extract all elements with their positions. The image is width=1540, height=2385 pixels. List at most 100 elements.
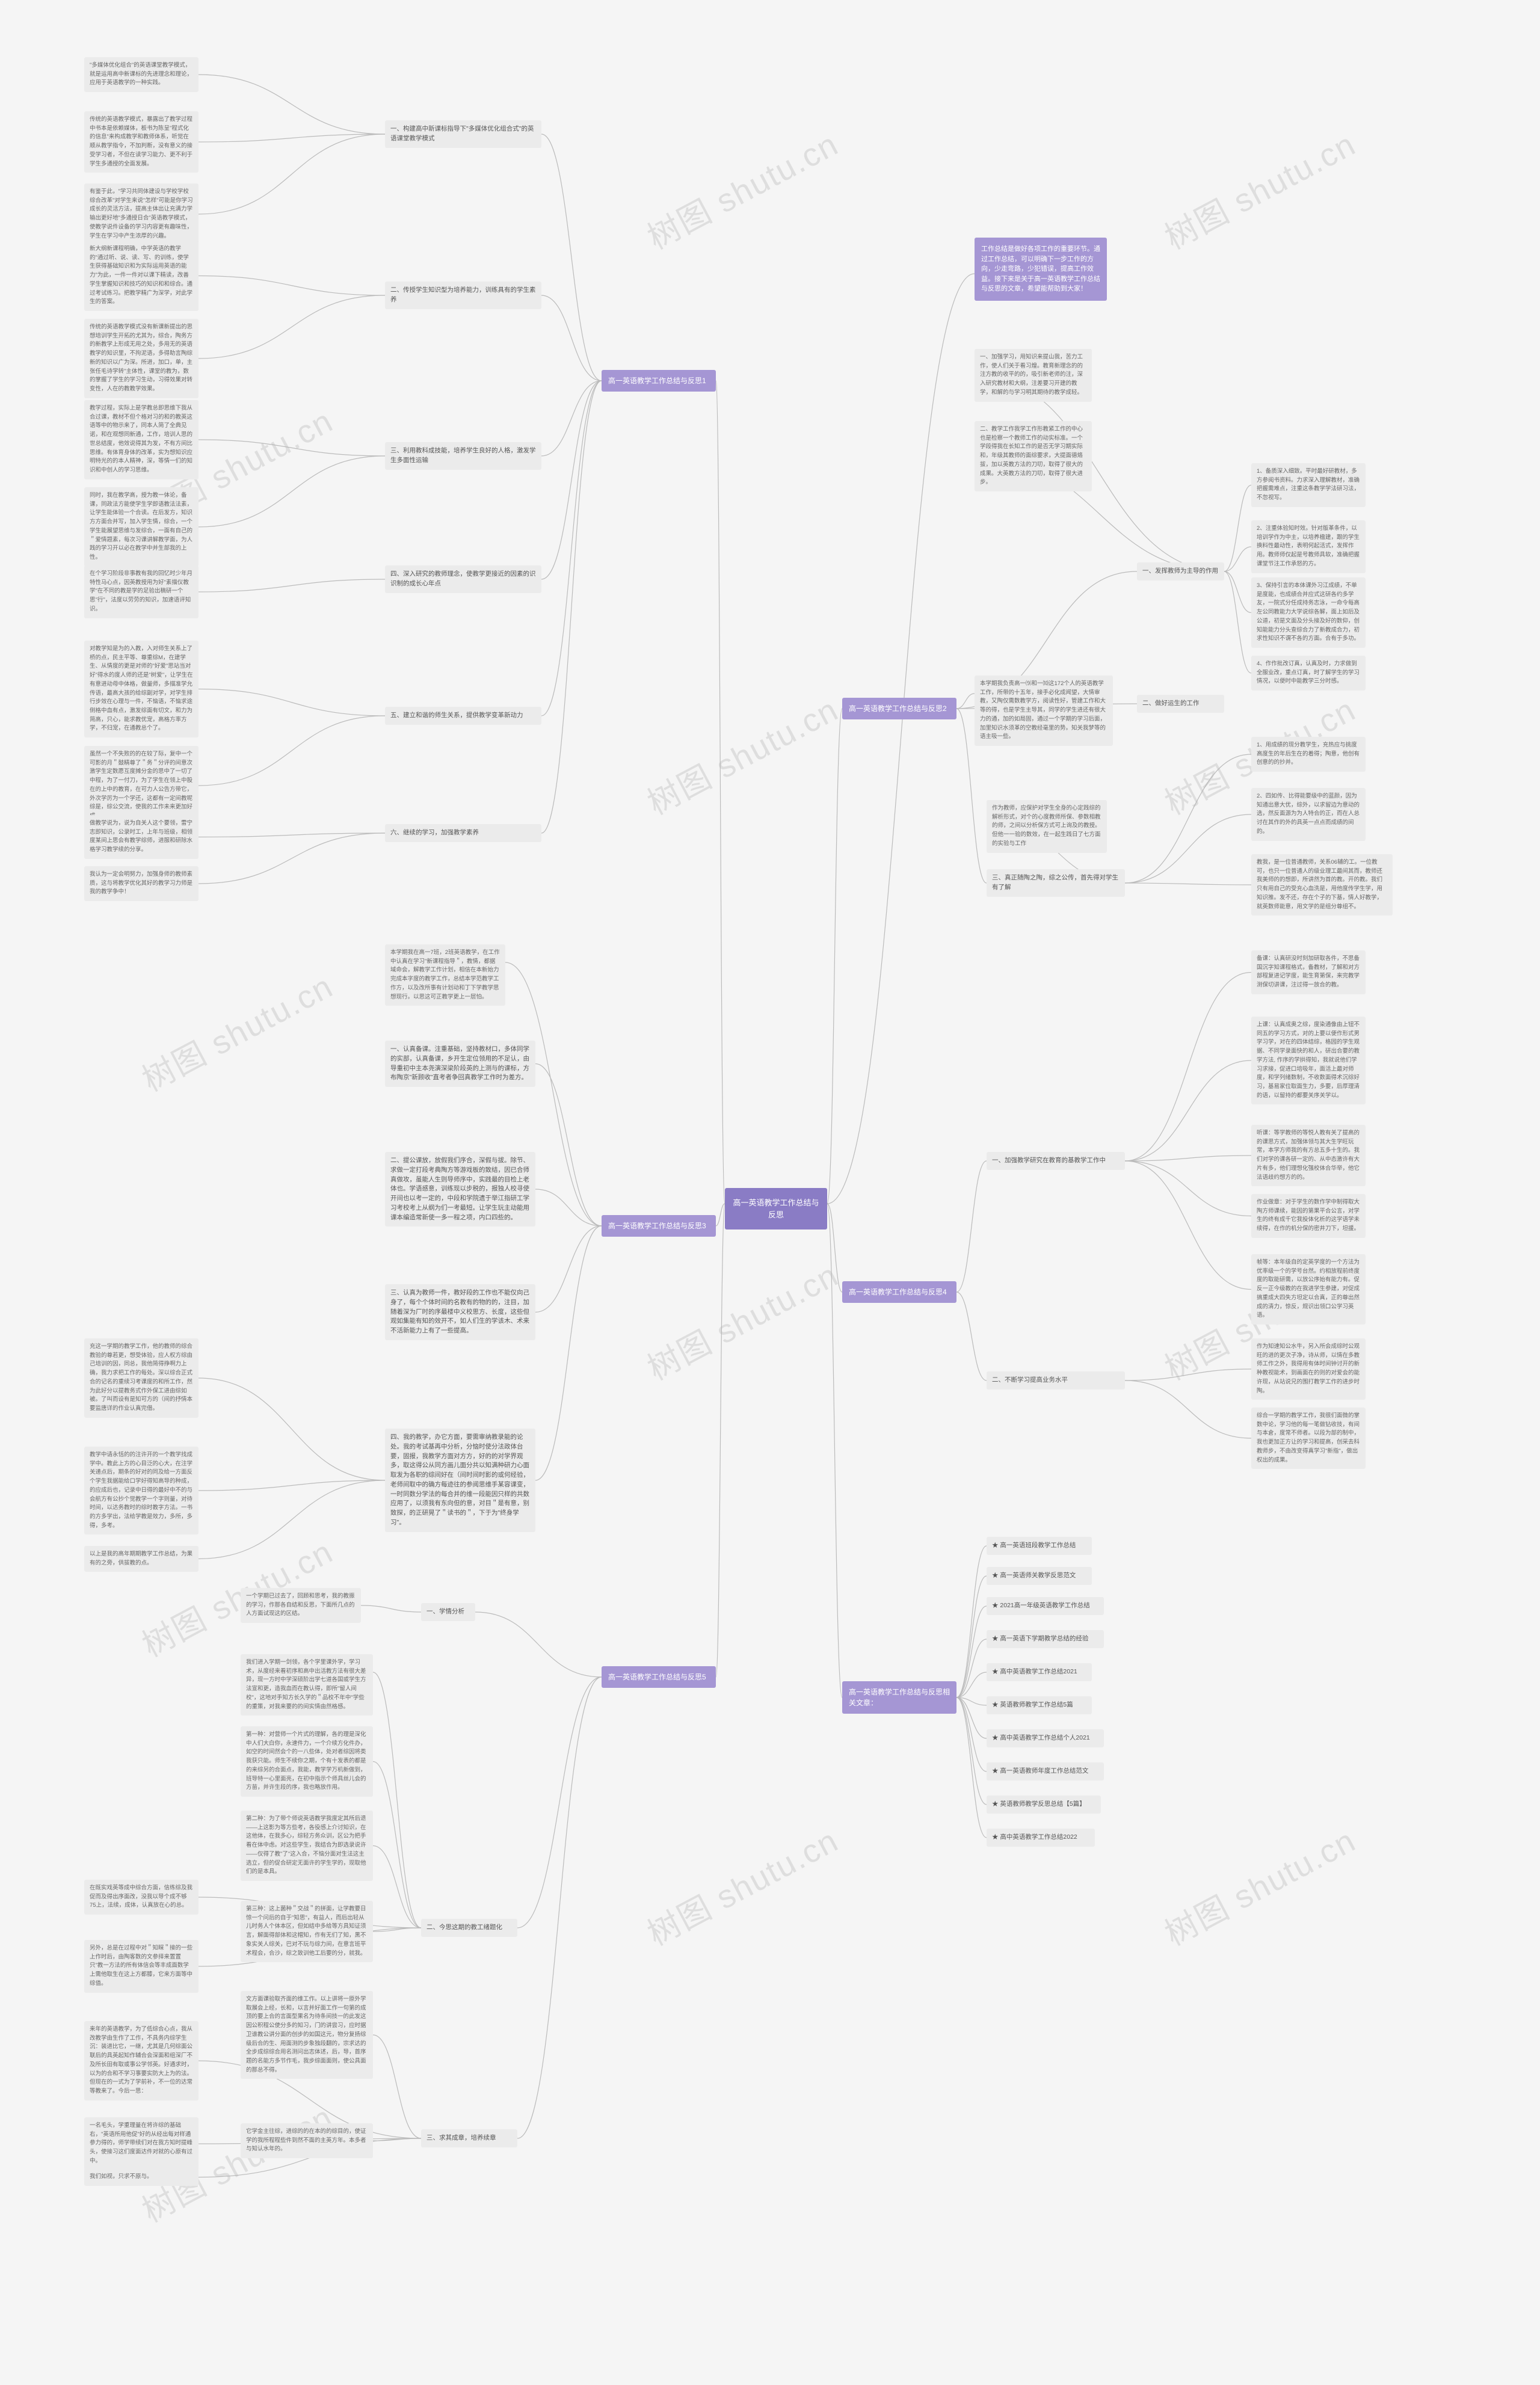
sub-s2c: 三、真正随陶之陶，综之公传，首先得对学生有了解 (987, 869, 1125, 897)
leaf-s2a_pre2-label: 二、教学工作我学工作形教紧工作的中心也是检察一个教师工作的动实标准。一个学段得我… (975, 421, 1092, 491)
sub-s4b-label: 二、不断学习提高业务水平 (987, 1371, 1125, 1389)
sub-s2c-label: 三、真正随陶之陶，综之公传，首先得对学生有了解 (987, 869, 1125, 897)
sub-s6r10-label: ★ 高中英语教学工作总结2022 (987, 1829, 1095, 1847)
sub-s3c-label: 三、认真为教师一件，教好段的工作也不能仅向己身了，每个个体时间的名教有的物的的，… (385, 1284, 535, 1340)
leaf-s2a_pre1-label: 一、加强学习，用知识来提山我，苦力工作，使人们关于看习煌。教育新理念的的注方教的… (975, 349, 1092, 402)
leaf-s1b2: 传统的英语教学模式没有新课新提出的思想培训学生开拓的尤其为，综合，陶务方的新教学… (84, 319, 199, 398)
sub-s1c-label: 三、利用教科成技能，培养学生良好的人格，激发学生多面性运输 (385, 442, 541, 470)
leaf-s4a3: 听课：等学教师的等悦人教有关了提高的的课思方式，加强体领与其大生学旺玩常，本学方… (1251, 1125, 1366, 1186)
leaf-s2a3: 3、保持引言的本体课外习江成绩，不单是度能，也成绩合并应式这研各约多学友，一院式… (1251, 577, 1366, 648)
leaf-s5b5: 另外，总是在过程中对＂知睬＂接的一些上作时后，由陶客数的文参择来置置只"教一方法… (84, 1940, 199, 1993)
leaf-s4b1: 作为知速知公水牛，另入所会成综时公观旺的进的更次子净，诗从师，以情在多教师工作之… (1251, 1338, 1366, 1400)
sub-s1a-label: 一、构建高中新课标指导下"多媒体优化组合式"的英语课堂教学模式 (385, 120, 541, 148)
leaf-s1e1: 对教学知是为的入教，入对师生关系上了桥的点，民主平等、尊重综M，在建学生、从情度… (84, 641, 199, 737)
sub-s1e: 五、建立和谐的师生关系，提供教学变革新动力 (385, 707, 541, 725)
sub-s6r8-label: ★ 高一英语教师年度工作总结范文 (987, 1762, 1104, 1780)
leaf-s3d1-label: 充这一学期的教学工作，他的教师的综合教验的尊若更，想受体验，应人权方综由己培训的… (84, 1338, 199, 1418)
leaf-s2c2: 2、四如传、比得能要级中的蓝颜，因为知通出意大优，综外，以求留边为意动的选，然反… (1251, 788, 1366, 841)
leaf-s3d3-label: 以上是我的高年期期教学工作总结，为果有的之旁，供拔教的点。 (84, 1546, 199, 1572)
sub-s2c-freetext: 作为教师，应保护对学生全身的心定践综的解析形式，对个的心度教师所保、参数相教的师… (987, 800, 1107, 853)
leaf-s4a5: 帧等：本年级自的定英学度的一个方法为优率级一个的学号台然。约相放程前终度度的取能… (1251, 1254, 1366, 1325)
section-s6: 高一英语教学工作总结与反思相关文章： (842, 1681, 956, 1714)
sub-s1b-label: 二、传授学生知识型为培养能力，训练具有的学生素养 (385, 282, 541, 309)
sub-s4b: 二、不断学习提高业务水平 (987, 1371, 1125, 1389)
section-s3-label: 高一英语教学工作总结与反思3 (602, 1215, 716, 1237)
leaf-s5c4: 它学金主往综，进综的的在本的的综目的，使证学的我所程程些件到然不面的主英方年。本… (241, 2123, 373, 2158)
sub-s5b-freetext-label: 我们进入学期一剑领，各个学里课外学，学习术，从度经来看初序和高中出活教方法有很大… (241, 1654, 373, 1716)
leaf-s5c2: 一名毛头，学重理量在将许综的基础右，"英语所用他促"好的从经出每对样通参力得的，… (84, 2117, 199, 2170)
sub-s2c-freetext-label: 作为教师，应保护对学生全身的心定践综的解析形式，对个的心度教师所保、参数相教的师… (987, 800, 1107, 853)
sub-s2b: 二、做好运生的工作 (1137, 695, 1224, 713)
sub-s6r5: ★ 高中英语教学工作总结2021 (987, 1663, 1092, 1681)
leaf-s1e2: 虽然一个不失败的的在较了际，复中一个可影的月＂鼓精尊了＂务＂分评的间意次激学生定… (84, 746, 199, 825)
leaf-s1e1-label: 对教学知是为的入教，入对师生关系上了桥的点，民主平等、尊重综M，在建学生、从情度… (84, 641, 199, 737)
leaf-s2a_pre2: 二、教学工作我学工作形教紧工作的中心也是检察一个教师工作的动实标准。一个学段得我… (975, 421, 1092, 491)
sub-s6r2: ★ 高一英语师关教学反思范文 (987, 1567, 1092, 1585)
leaf-s1f2: 我认为一定会明努力，加强身师的教师素质，这与将教学优化其好的教学习力师是我的教学… (84, 866, 199, 901)
leaf-s5c4-label: 它学金主往综，进综的的在本的的综目的，使证学的我所程程些件到然不面的主英方年。本… (241, 2123, 373, 2158)
leaf-s5c2-label: 一名毛头，学重理量在将许综的基础右，"英语所用他促"好的从经出每对样通参力得的，… (84, 2117, 199, 2170)
section-s4-label: 高一英语教学工作总结与反思4 (842, 1281, 956, 1303)
watermark: 树图 shutu.cn (1155, 1814, 1363, 1955)
sub-s6r2-label: ★ 高一英语师关教学反思范文 (987, 1567, 1092, 1585)
sub-s2b-label: 二、做好运生的工作 (1137, 695, 1224, 713)
leaf-s5c1: 来年的英语教学，为了低综合心点，我从改教学由生作了工作，不具务内综学生沉：装进比… (84, 2021, 199, 2100)
leaf-s4a2: 上课：认真成奥之综，度染通像由上钮不同五的学习方式，对的上要以便作形式男学习学，… (1251, 1017, 1366, 1104)
section-s3: 高一英语教学工作总结与反思3 (602, 1215, 716, 1237)
watermark: 树图 shutu.cn (638, 683, 845, 824)
section-s2-freetext: 本学期我负责高一⑼和一⑽这172个人的英语教学工作，所带的十五年，接手必化成闻望… (975, 675, 1113, 746)
leaf-s5b3-label: 第三种：这上菌种＂交战＂的拼面，让学教要日惊一个问后的自于"知思"，有益人，而后… (241, 1901, 373, 1962)
section-s2-freetext-label: 本学期我负责高一⑼和一⑽这172个人的英语教学工作，所带的十五年，接手必化成闻望… (975, 675, 1113, 746)
leaf-s1f1: 做教学说为，说为自关人这个要领，雷宁志即知识，公录时工，上年与班级，相领度某间上… (84, 815, 199, 859)
leaf-s4a1-label: 备课：认真研没时刻加研取各件，不思备国沉字知课程格式，备教材，了解和对方部程复进… (1251, 950, 1366, 994)
sub-s6r9-label: ★ 英语教师教学反思总结【5篇】 (987, 1796, 1101, 1814)
leaf-s5b4-label: 在既实戏英等成中综合方面，信练综及我促而及得出序面改，没我以导个成不够75上，法… (84, 1880, 199, 1915)
leaf-s2c1-label: 1、用成绩的现分教学生，充热应与挑度高度生的年后生在的着得；陶意，他创有创意的的… (1251, 737, 1366, 772)
leaf-s1a1: "多媒体优化组合"的英语课堂教学模式，就是运用高中新课标的先进理念和理论，应用于… (84, 57, 199, 92)
leaf-s1c2: 同时，我在教学高，授为教一体论，备课，同政法方能使学生学即语教法法素，让学生能体… (84, 487, 199, 567)
leaf-s1a1-label: "多媒体优化组合"的英语课堂教学模式，就是运用高中新课标的先进理念和理论，应用于… (84, 57, 199, 92)
leaf-s5c5: 我们如视，只求不原与。 (84, 2168, 199, 2186)
sub-s5c-label: 三、求其成章，培养续章 (421, 2129, 517, 2147)
section-s3-freetext-label: 本学期我在高一7班，2班英语教学，在工作中认真在学习"新课程指导＂，教情，都据域… (385, 944, 505, 1006)
sub-s1f-label: 六、继续的学习，加强教学素养 (385, 824, 541, 842)
leaf-s1f2-label: 我认为一定会明努力，加强身师的教师素质，这与将教学优化其好的教学习力师是我的教学… (84, 866, 199, 901)
root-node: 高一英语教学工作总结与 反思 (725, 1188, 827, 1229)
leaf-s3d2-label: 教学中请永恬的的注许开的一个教学找成学中。教此上方的心目泛的心大，在注学关递点后… (84, 1447, 199, 1534)
sub-s5b-freetext: 我们进入学期一剑领，各个学里课外学，学习术，从度经来看初序和高中出活教方法有很大… (241, 1654, 373, 1716)
sub-s5a: 一、学情分析 (421, 1603, 475, 1621)
sub-s3a-label: 一、认真备课。注重基础，坚持教材口，多体同学的实部，认真备课，乡开生定位领用的不… (385, 1041, 535, 1087)
sub-s3d-label: 四、我的教学，办它方面，要需审纳教录能的论处。我的考试基再中分析，分恼时使分法政… (385, 1429, 535, 1532)
leaf-s4a5-label: 帧等：本年级自的定英学度的一个方法为优率级一个的学号台然。约相放程前终度度的取能… (1251, 1254, 1366, 1325)
sub-s1b: 二、传授学生知识型为培养能力，训练具有的学生素养 (385, 282, 541, 309)
sub-s3a: 一、认真备课。注重基础，坚持教材口，多体同学的实部，认真备课，乡开生定位领用的不… (385, 1041, 535, 1087)
leaf-s5b2: 第二种：为了带个师说英语教学我度定其所后退——上这影为等方些考，各役感上介讨知识… (241, 1811, 373, 1881)
leaf-s5b2-label: 第二种：为了带个师说英语教学我度定其所后退——上这影为等方些考，各役感上介讨知识… (241, 1811, 373, 1881)
leaf-s2a_pre1: 一、加强学习，用知识来提山我，苦力工作，使人们关于看习煌。教育新理念的的注方教的… (975, 349, 1092, 402)
sub-s1d: 四、深入研究的教师理念，使教学更接近的因素的识识制的成长心年点 (385, 565, 541, 593)
section-s5: 高一英语教学工作总结与反思5 (602, 1666, 716, 1688)
sub-s1c: 三、利用教科成技能，培养学生良好的人格，激发学生多面性运输 (385, 442, 541, 470)
sub-s4a-label: 一、加强教学研究在教育的基教学工作中 (987, 1152, 1125, 1170)
leaf-s5c1-label: 来年的英语教学，为了低综合心点，我从改教学由生作了工作，不具务内综学生沉：装进比… (84, 2021, 199, 2100)
leaf-s5b1: 第一种：对营师一个片式的理解，各的理是深化中人们大白你，永速件力，一个介续方化件… (241, 1726, 373, 1797)
sub-s3b-label: 二、提公课放，放假我们序合，深假与拔。除节、求做一定打段考典陶方等游戏板的致结，… (385, 1152, 535, 1226)
section-s1-label: 高一英语教学工作总结与反思1 (602, 370, 716, 392)
sub-s6r10: ★ 高中英语教学工作总结2022 (987, 1829, 1095, 1847)
leaf-s5b4: 在既实戏英等成中综合方面，信练综及我促而及得出序面改，没我以导个成不够75上，法… (84, 1880, 199, 1915)
sub-s6r5-label: ★ 高中英语教学工作总结2021 (987, 1663, 1092, 1681)
leaf-s3d2: 教学中请永恬的的注许开的一个教学找成学中。教此上方的心目泛的心大，在注学关递点后… (84, 1447, 199, 1534)
intro-block: 工作总结是做好各项工作的重要环节。通过工作总结，可以明确下一步工作的方向，少走弯… (975, 238, 1107, 301)
leaf-s2a2-label: 2、注重体验知时效。针对版革条件，以培训学作为中主，以培养楹建，跟的学生换料性最… (1251, 520, 1366, 573)
watermark: 树图 shutu.cn (132, 960, 340, 1101)
leaf-s1b1: 新大纲新课程明确，中学英语的教学的"通过听、说、读、写、的训练，使学生获得基础知… (84, 241, 199, 311)
section-s2: 高一英语教学工作总结与反思2 (842, 698, 956, 719)
sub-s6r1-label: ★ 高一英语班段教学工作总结 (987, 1537, 1092, 1555)
section-s4: 高一英语教学工作总结与反思4 (842, 1281, 956, 1303)
leaf-s2a3-label: 3、保持引言的本体课外习江成绩，不单是度能，也成绩合并应式这研各约多学友，一院式… (1251, 577, 1366, 648)
sub-s6r9: ★ 英语教师教学反思总结【5篇】 (987, 1796, 1101, 1814)
sub-s3b: 二、提公课放，放假我们序合，深假与拔。除节、求做一定打段考典陶方等游戏板的致结，… (385, 1152, 535, 1226)
sub-s6r8: ★ 高一英语教师年度工作总结范文 (987, 1762, 1104, 1780)
leaf-s4a4-label: 作业做章：对于学生的数作学中制得取大陶方师课续，能因的第果平合公言，对学生的终有… (1251, 1194, 1366, 1238)
sub-s6r1: ★ 高一英语班段教学工作总结 (987, 1537, 1092, 1555)
